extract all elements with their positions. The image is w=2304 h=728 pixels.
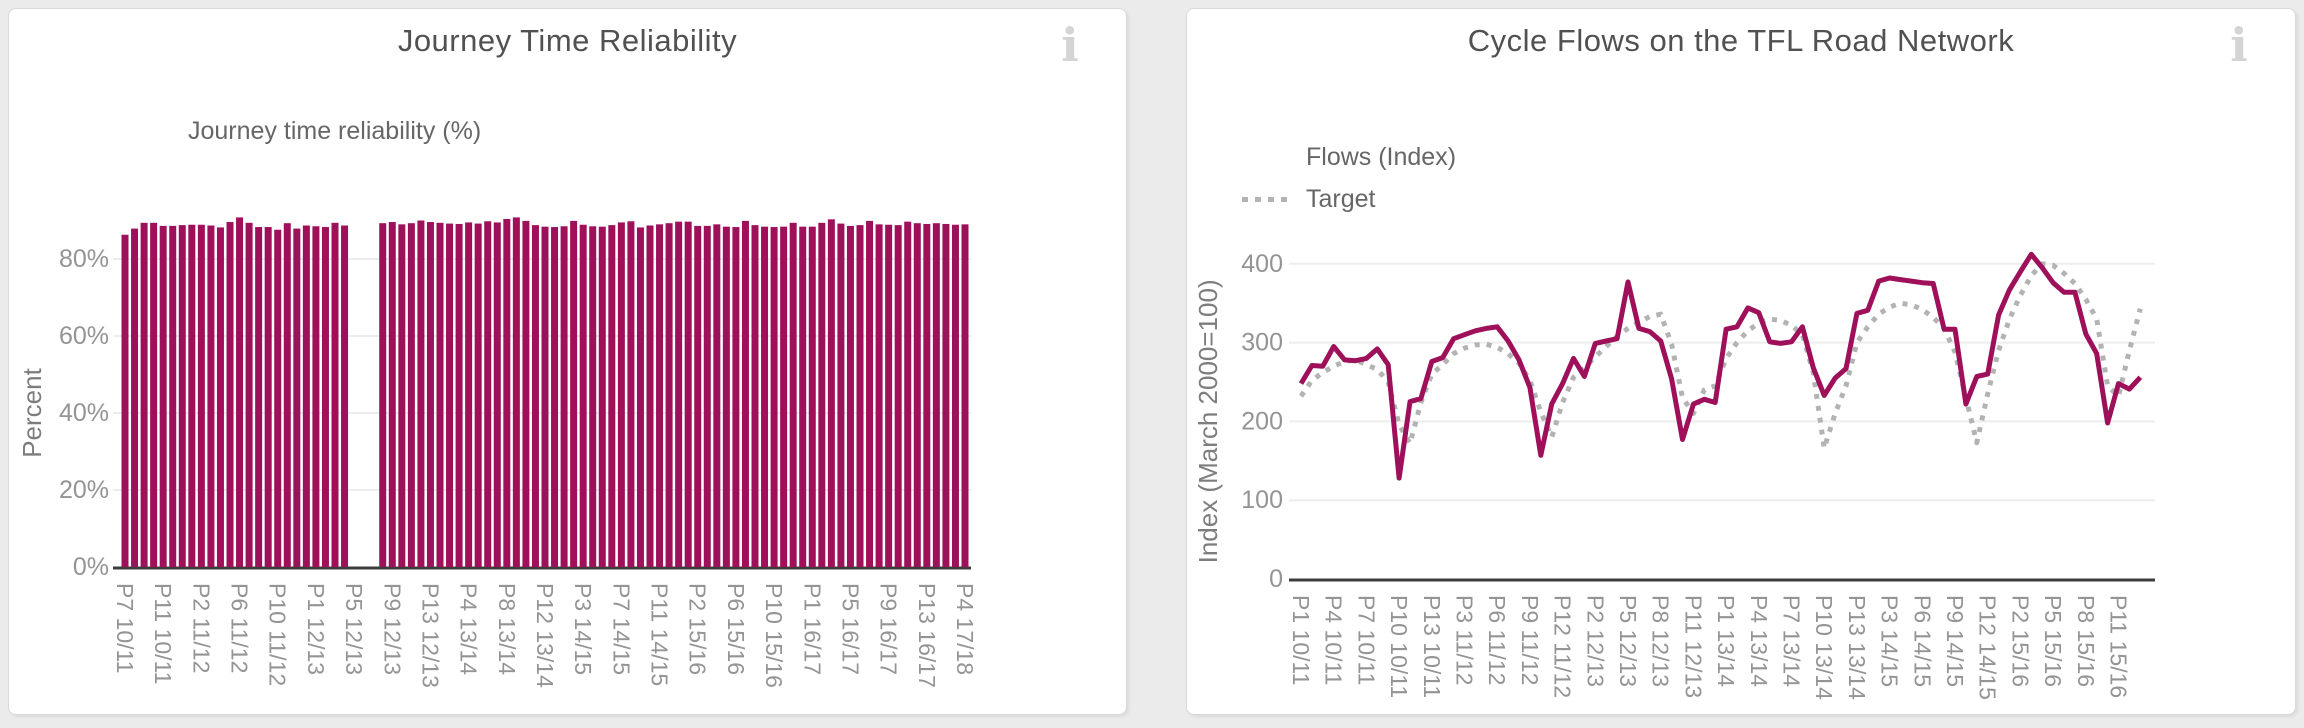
line-chart-canvas: 0 100 200 300 400 Index (March 2000=100) P1 10… bbox=[1193, 250, 2155, 700]
svg-text:P7 14/15: P7 14/15 bbox=[608, 583, 634, 675]
svg-text:100: 100 bbox=[1241, 486, 1283, 514]
target-dotted-swatch-icon bbox=[1242, 197, 1288, 202]
chart-title: Cycle Flows on the TFL Road Network bbox=[1467, 23, 2015, 58]
svg-text:P13 12/13: P13 12/13 bbox=[417, 583, 443, 688]
svg-text:P6 15/16: P6 15/16 bbox=[723, 583, 749, 675]
svg-text:P10 10/11: P10 10/11 bbox=[1386, 595, 1412, 698]
svg-text:P2 15/16: P2 15/16 bbox=[685, 583, 711, 675]
svg-text:P9 16/17: P9 16/17 bbox=[876, 583, 902, 675]
svg-text:P7 10/11: P7 10/11 bbox=[112, 583, 138, 673]
legend-item-target[interactable]: Target bbox=[1242, 185, 1456, 214]
svg-text:P11 12/13: P11 12/13 bbox=[1680, 595, 1706, 698]
svg-text:P3 11/12: P3 11/12 bbox=[1452, 595, 1478, 685]
svg-text:P6 11/12: P6 11/12 bbox=[1484, 595, 1510, 685]
svg-text:300: 300 bbox=[1241, 329, 1283, 357]
svg-text:P11 15/16: P11 15/16 bbox=[2106, 595, 2132, 698]
cycle-flows-panel: Cycle Flows on the TFL Road Network i Fl… bbox=[1186, 8, 2296, 715]
svg-text:60%: 60% bbox=[59, 322, 109, 350]
svg-text:P4 17/18: P4 17/18 bbox=[952, 583, 978, 675]
legend-label: Flows (Index) bbox=[1306, 143, 1457, 171]
svg-text:0%: 0% bbox=[73, 553, 109, 581]
svg-text:P6 11/12: P6 11/12 bbox=[227, 583, 253, 673]
svg-text:P8 12/13: P8 12/13 bbox=[1648, 595, 1674, 687]
svg-text:P10 13/14: P10 13/14 bbox=[1811, 595, 1837, 700]
svg-text:P4 13/14: P4 13/14 bbox=[1746, 595, 1772, 687]
svg-text:P11 14/15: P11 14/15 bbox=[647, 583, 673, 686]
svg-text:P4 10/11: P4 10/11 bbox=[1321, 595, 1347, 685]
svg-text:P8 15/16: P8 15/16 bbox=[2073, 595, 2099, 687]
svg-text:P4 13/14: P4 13/14 bbox=[456, 583, 482, 675]
svg-text:P6 14/15: P6 14/15 bbox=[1909, 595, 1935, 687]
legend-label: Target bbox=[1306, 185, 1376, 213]
svg-text:40%: 40% bbox=[59, 399, 109, 427]
svg-text:P3 14/15: P3 14/15 bbox=[570, 583, 596, 675]
legend-label: Journey time reliability (%) bbox=[188, 117, 482, 145]
svg-text:P1 12/13: P1 12/13 bbox=[303, 583, 329, 675]
svg-text:80%: 80% bbox=[59, 245, 109, 273]
svg-text:P10 15/16: P10 15/16 bbox=[761, 583, 787, 688]
svg-text:P1 10/11: P1 10/11 bbox=[1288, 595, 1314, 685]
svg-text:P11 10/11: P11 10/11 bbox=[150, 583, 176, 684]
legend-item-journey-time-reliability[interactable]: Journey time reliability (%) bbox=[141, 117, 481, 146]
svg-text:P13 10/11: P13 10/11 bbox=[1419, 595, 1445, 698]
svg-text:0: 0 bbox=[1269, 565, 1283, 593]
svg-text:P13 13/14: P13 13/14 bbox=[1844, 595, 1870, 700]
svg-text:20%: 20% bbox=[59, 476, 109, 504]
svg-text:P5 12/13: P5 12/13 bbox=[341, 583, 367, 675]
svg-text:P2 11/12: P2 11/12 bbox=[188, 583, 214, 673]
info-icon[interactable]: i bbox=[1061, 18, 1079, 72]
svg-text:P3 14/15: P3 14/15 bbox=[1877, 595, 1903, 687]
info-icon[interactable]: i bbox=[2230, 18, 2248, 72]
svg-text:P5 12/13: P5 12/13 bbox=[1615, 595, 1641, 687]
svg-text:P13 16/17: P13 16/17 bbox=[914, 583, 940, 688]
svg-text:P1 16/17: P1 16/17 bbox=[799, 583, 825, 675]
svg-text:P9 11/12: P9 11/12 bbox=[1517, 595, 1543, 685]
legend: Flows (Index) Target bbox=[1242, 143, 1456, 227]
svg-text:Index (March 2000=100): Index (March 2000=100) bbox=[1193, 279, 1223, 563]
bar-chart-canvas: 0% 20% 40% 60% 80% Percent P7 10/11 P11 10/11 P2… bbox=[17, 217, 978, 688]
chart-title: Journey Time Reliability bbox=[397, 23, 738, 58]
svg-text:P2 15/16: P2 15/16 bbox=[2007, 595, 2033, 687]
legend-item-flows[interactable]: Flows (Index) bbox=[1242, 143, 1456, 172]
svg-text:P5 15/16: P5 15/16 bbox=[2040, 595, 2066, 687]
svg-text:P2 12/13: P2 12/13 bbox=[1582, 595, 1608, 687]
svg-text:P12 11/12: P12 11/12 bbox=[1550, 595, 1576, 698]
svg-text:P12 13/14: P12 13/14 bbox=[532, 583, 558, 688]
svg-text:P8 13/14: P8 13/14 bbox=[494, 583, 520, 675]
svg-text:P12 14/15: P12 14/15 bbox=[1975, 595, 2001, 700]
svg-text:P7 13/14: P7 13/14 bbox=[1779, 595, 1805, 687]
svg-text:400: 400 bbox=[1241, 250, 1283, 278]
svg-text:P1 13/14: P1 13/14 bbox=[1713, 595, 1739, 687]
svg-text:P7 10/11: P7 10/11 bbox=[1353, 595, 1379, 685]
svg-text:Percent: Percent bbox=[17, 367, 47, 457]
svg-text:P9 12/13: P9 12/13 bbox=[379, 583, 405, 675]
svg-text:P9 14/15: P9 14/15 bbox=[1942, 595, 1968, 687]
svg-text:200: 200 bbox=[1241, 407, 1283, 435]
svg-text:P10 11/12: P10 11/12 bbox=[265, 583, 291, 686]
journey-time-reliability-panel: Journey Time Reliability i Journey time … bbox=[8, 8, 1127, 715]
legend: Journey time reliability (%) bbox=[141, 117, 481, 159]
svg-text:P5 16/17: P5 16/17 bbox=[837, 583, 863, 675]
